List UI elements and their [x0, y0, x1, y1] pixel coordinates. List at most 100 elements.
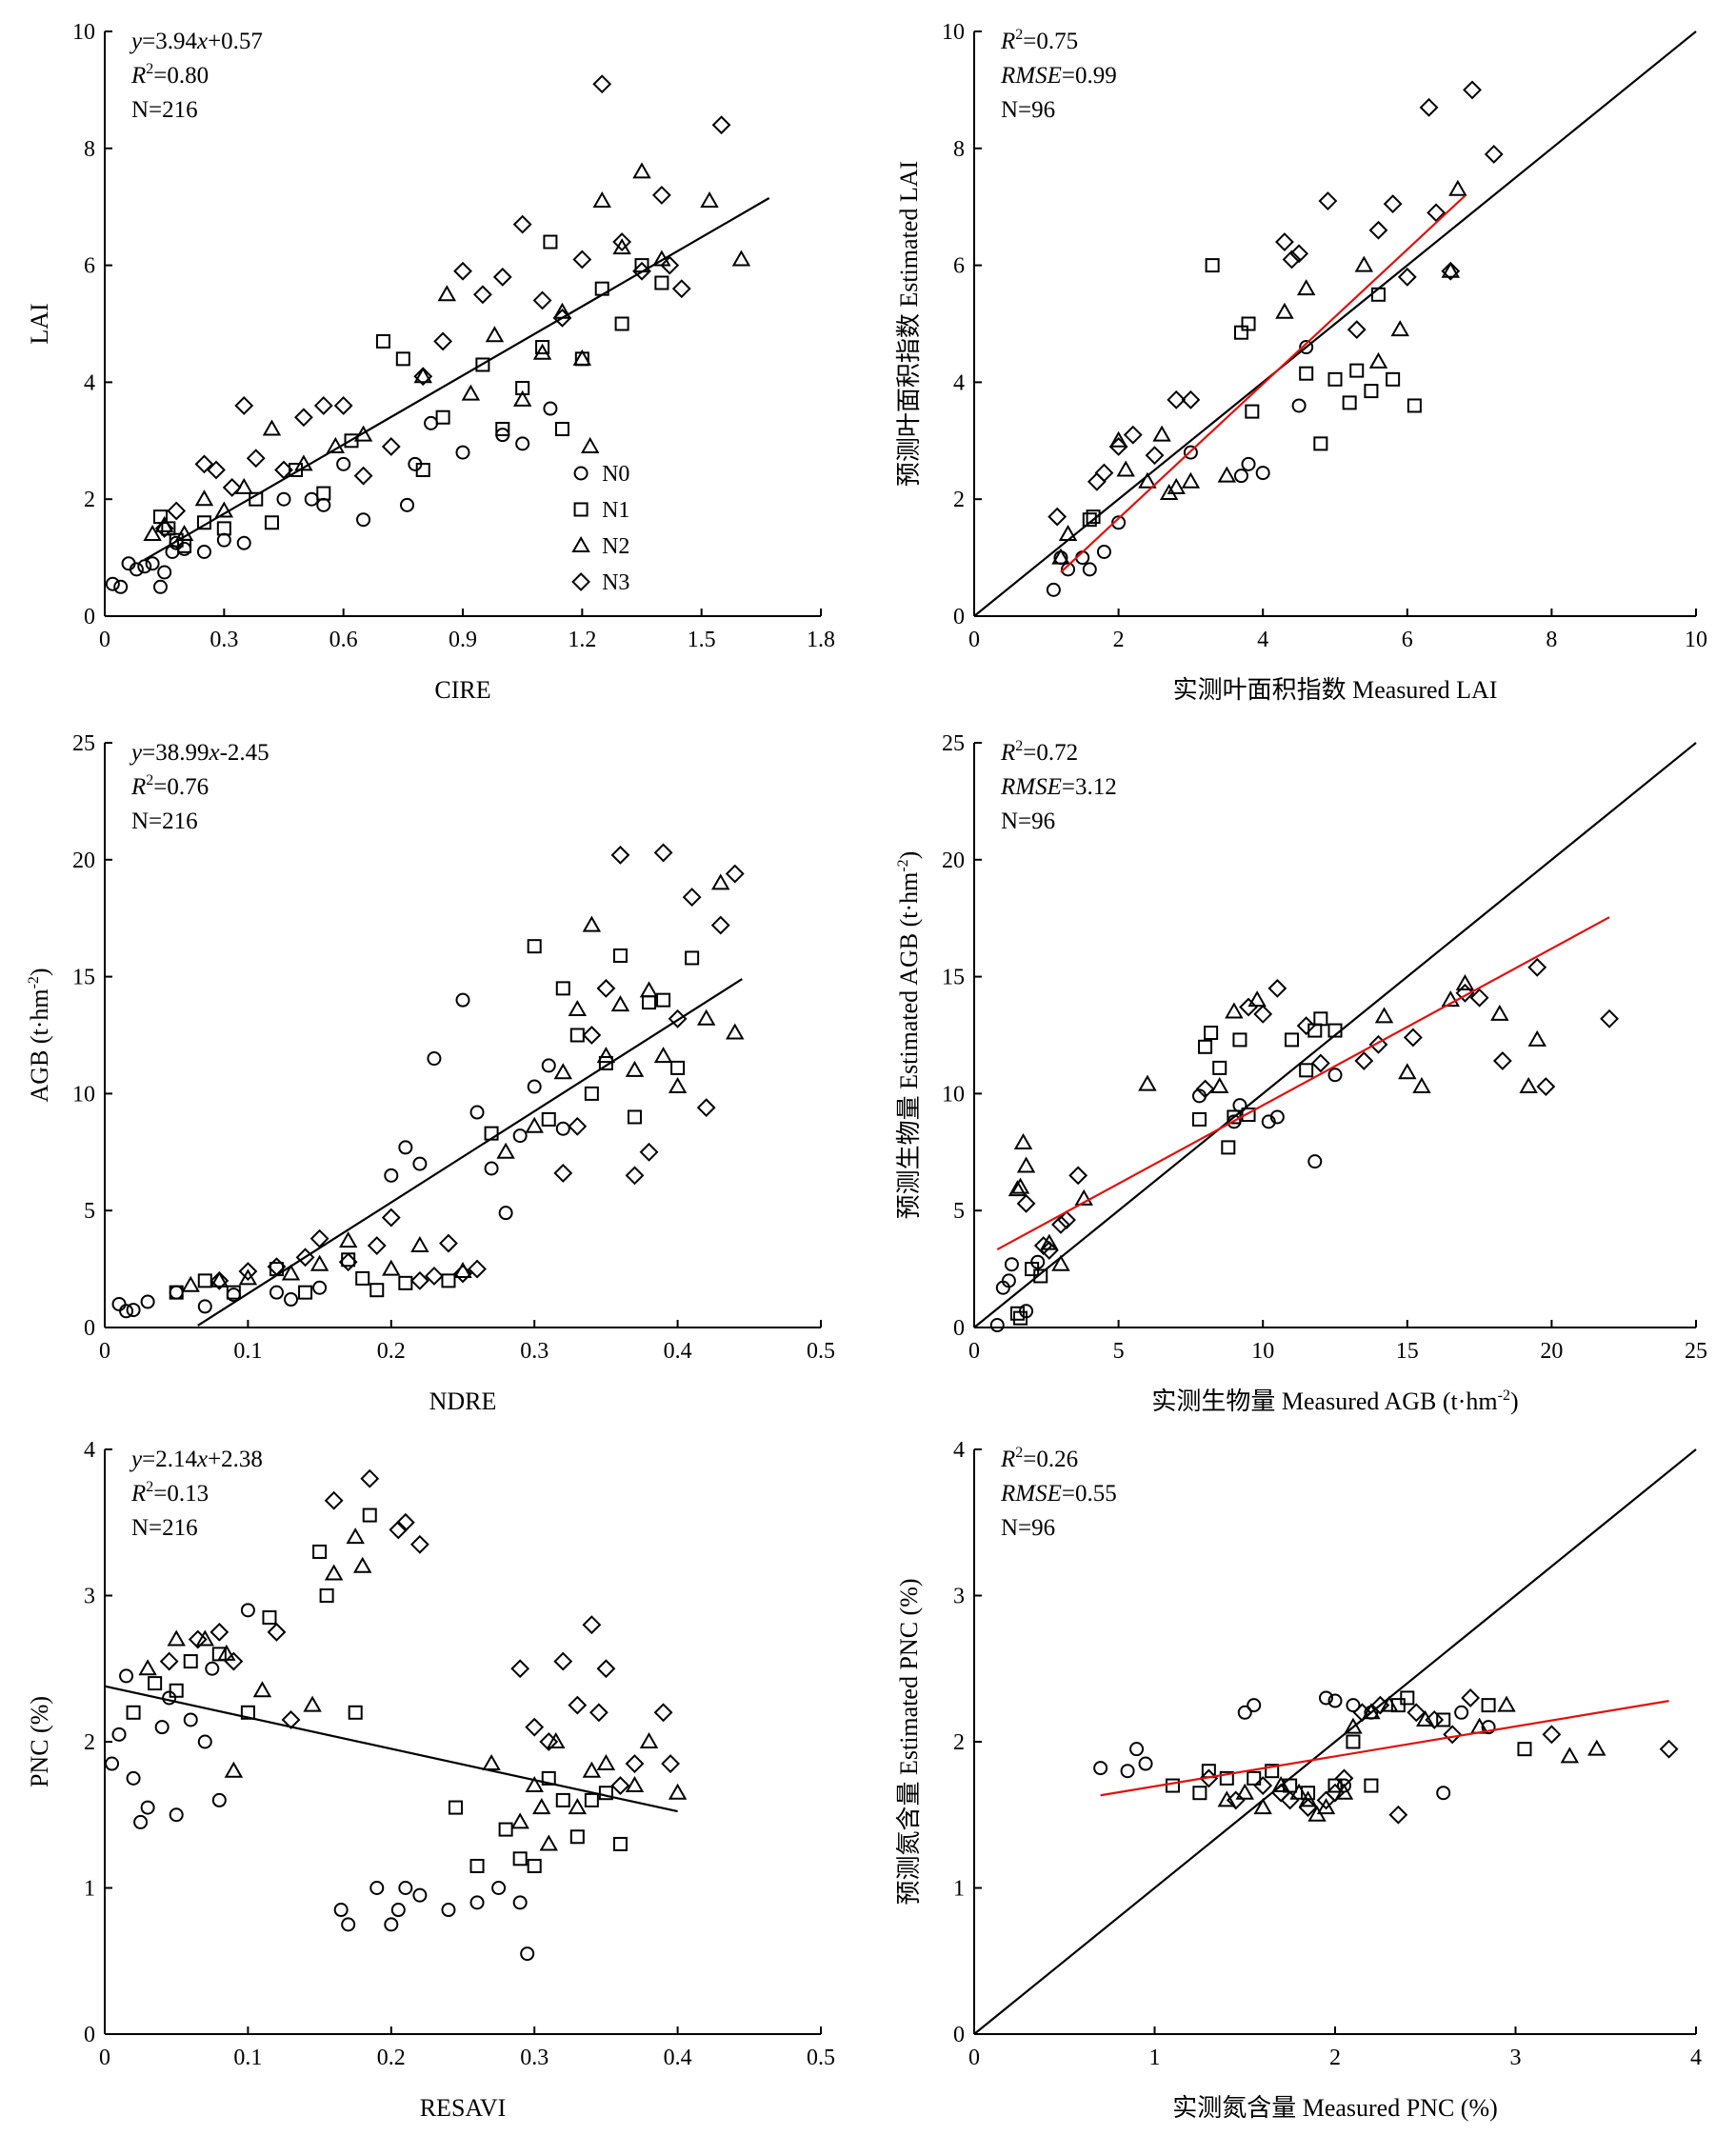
data-point — [1167, 389, 1187, 409]
legend-label: N2 — [602, 534, 629, 559]
data-point — [1181, 471, 1201, 489]
data-point — [989, 1318, 1005, 1333]
data-point — [197, 1299, 212, 1314]
data-point — [1010, 1177, 1030, 1194]
data-point — [1120, 1764, 1135, 1779]
data-point — [492, 267, 512, 287]
data-point — [1461, 1688, 1481, 1707]
one-to-one-line — [973, 30, 1697, 617]
data-point — [415, 463, 430, 477]
data-point — [1326, 1783, 1345, 1803]
data-point — [441, 1903, 456, 1918]
data-point — [154, 1720, 170, 1735]
annotation-line: y=2.14x+2.38 — [129, 1447, 263, 1472]
data-point — [267, 1622, 287, 1642]
data-point — [113, 579, 129, 594]
series-N3 — [1016, 957, 1619, 1260]
data-point — [1267, 978, 1287, 998]
fit-line — [996, 916, 1610, 1251]
data-point — [596, 1659, 616, 1679]
data-point — [661, 1754, 680, 1773]
data-point — [1058, 525, 1078, 542]
data-point — [1527, 1029, 1546, 1047]
data-point — [726, 1023, 745, 1040]
data-point — [1051, 548, 1070, 565]
data-point — [240, 1603, 255, 1618]
data-point — [1191, 1111, 1207, 1127]
y-tick-label: 0 — [953, 2023, 965, 2047]
data-point — [1247, 1698, 1262, 1713]
data-point — [143, 525, 162, 542]
data-point — [1253, 1776, 1273, 1795]
data-point — [1492, 1051, 1512, 1070]
data-point — [1033, 1268, 1048, 1284]
x-tick-label: 0.3 — [210, 628, 238, 652]
y-tick-label: 2 — [84, 1730, 95, 1755]
data-point — [435, 409, 450, 425]
y-axis-label: LAI — [26, 303, 53, 344]
series-N1 — [126, 1507, 628, 1873]
data-point — [653, 843, 673, 863]
data-point — [398, 1881, 413, 1895]
data-point — [338, 1252, 358, 1272]
data-point — [582, 1026, 602, 1045]
data-point — [226, 1285, 241, 1300]
data-point — [1481, 1720, 1496, 1735]
data-point — [152, 509, 168, 525]
data-point — [224, 1761, 244, 1778]
data-point — [353, 466, 373, 486]
data-point — [1204, 1026, 1219, 1041]
data-point — [111, 1727, 127, 1742]
data-point — [284, 1292, 299, 1308]
data-point — [485, 326, 505, 343]
y-tick-label: 4 — [953, 370, 965, 395]
chart-pnc-validation: 0 1 2 3 4 0 1 2 3 4 实测氮含量 Measured PNC (%) 预测氮含量 Es… — [895, 1438, 1702, 2122]
data-point — [1659, 1739, 1679, 1759]
data-point — [1342, 395, 1357, 410]
x-tick-label: 0.2 — [377, 1339, 406, 1364]
y-tick-label: 0 — [953, 1316, 965, 1341]
data-point — [510, 1659, 530, 1679]
data-point — [455, 992, 470, 1008]
data-point — [276, 491, 291, 507]
data-point — [1282, 250, 1302, 269]
data-point — [700, 191, 719, 209]
data-point — [1327, 371, 1343, 387]
data-point — [316, 486, 331, 501]
data-point — [1205, 258, 1220, 273]
data-point — [1519, 1077, 1538, 1094]
y-tick-label: 0 — [84, 605, 95, 629]
data-point — [1241, 316, 1256, 331]
data-point — [1096, 544, 1111, 559]
data-point — [461, 384, 481, 401]
data-point — [412, 1887, 428, 1903]
data-point — [1436, 1786, 1451, 1801]
data-point — [580, 436, 600, 453]
annotation-line: N=216 — [131, 808, 198, 834]
y-tick-label: 10 — [72, 20, 95, 45]
data-point — [319, 1588, 334, 1603]
y-tick-label: 4 — [953, 1438, 965, 1463]
data-point — [455, 445, 470, 460]
annotation-line: RMSE=0.99 — [1000, 63, 1117, 89]
legend-label: N3 — [602, 570, 629, 595]
data-point — [1587, 1739, 1606, 1756]
data-point — [1116, 460, 1135, 477]
series-N2 — [1217, 1695, 1606, 1822]
data-point — [1046, 582, 1061, 597]
data-point — [312, 1544, 328, 1559]
data-point — [111, 1296, 127, 1311]
y-tick-label: 2 — [953, 1730, 965, 1755]
data-point — [1051, 1254, 1070, 1271]
data-point — [1275, 232, 1294, 251]
legend-marker — [571, 572, 590, 591]
data-point — [409, 1270, 429, 1290]
data-point — [614, 316, 629, 331]
data-point — [1346, 1734, 1361, 1749]
data-point — [395, 1512, 415, 1532]
series-N3 — [154, 74, 731, 538]
data-point — [1111, 515, 1127, 530]
data-point — [1484, 145, 1504, 164]
annotation-line: R2=0.75 — [1000, 27, 1078, 54]
x-tick-label: 0 — [968, 628, 980, 652]
